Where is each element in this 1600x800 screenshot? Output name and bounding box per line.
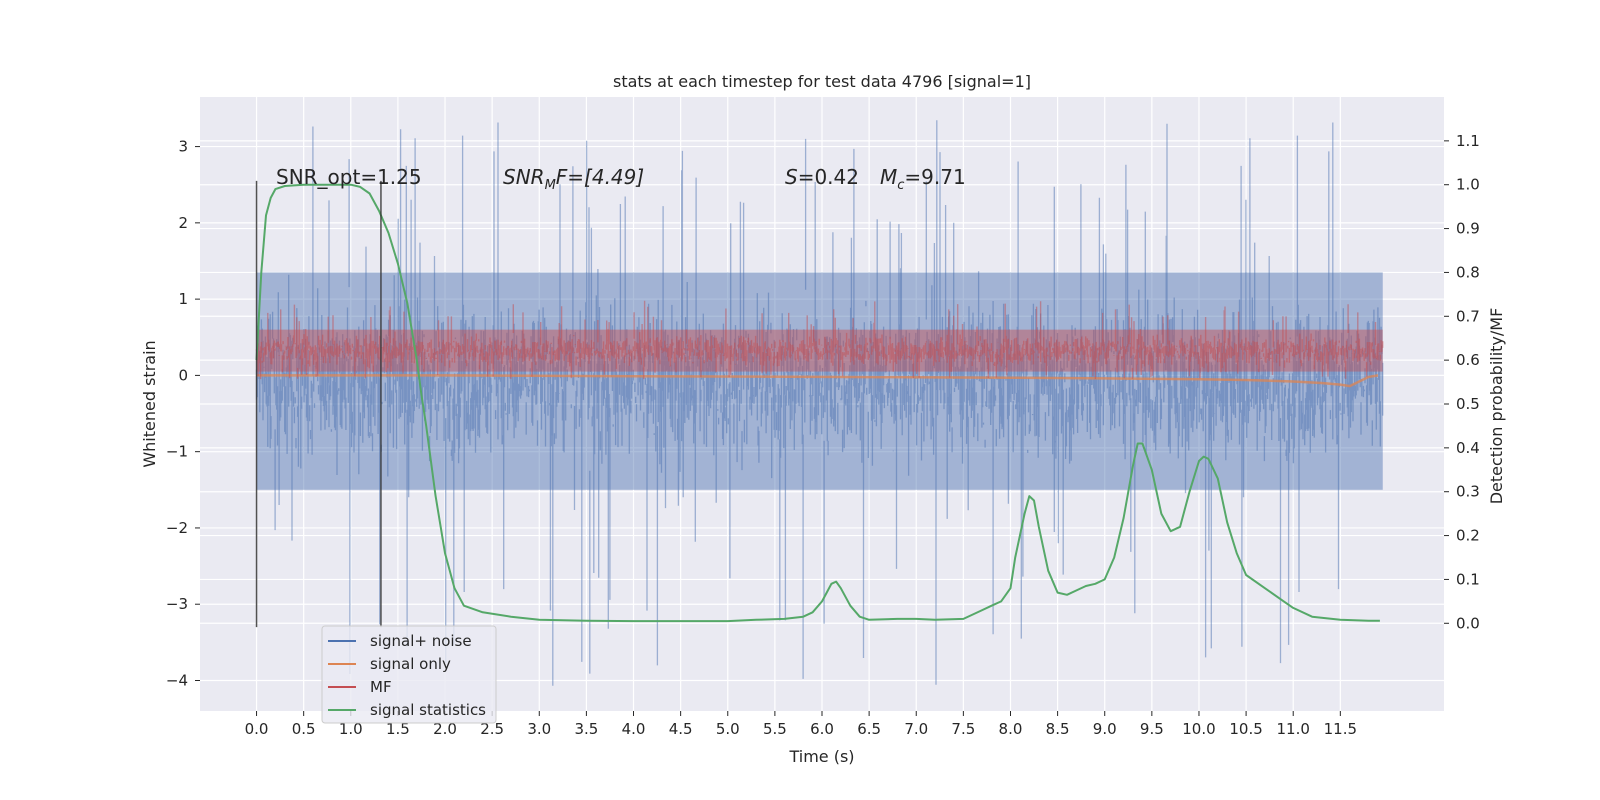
y-right-tick-label: 0.3 [1456, 483, 1480, 501]
x-tick-label: 10.0 [1182, 720, 1215, 738]
x-tick-label: 11.0 [1277, 720, 1310, 738]
y-right-axis-label: Detection probability/MF [1487, 308, 1506, 505]
annotation-snr-opt: SNR_opt=1.25 [276, 165, 422, 189]
series-signal-statistics-line [255, 183, 1380, 623]
y-right-tick-label: 0.1 [1456, 570, 1480, 588]
y-right-tick-label: 0.2 [1456, 527, 1480, 545]
y-right-tick-label: 0.5 [1456, 395, 1480, 413]
legend-label-signal-statistics: signal statistics [370, 701, 486, 719]
series-signal-only-line [256, 374, 1379, 388]
x-tick-label: 2.5 [480, 720, 504, 738]
x-tick-label: 0.0 [245, 720, 269, 738]
y-left-tick-label: −2 [166, 519, 188, 537]
annotation-mc-sub: c [897, 178, 904, 193]
x-axis-ticks: 0.0 0.5 1.0 1.5 2.0 2.5 3.0 3.5 4.0 4.5 5.0 5.5 6.0 6… [245, 711, 1357, 738]
series-layer [255, 120, 1384, 686]
annotation-mc-main: M [880, 165, 897, 189]
x-tick-label: 1.0 [339, 720, 363, 738]
legend-label-mf: MF [370, 678, 392, 696]
annotation-s: S=0.42 [785, 165, 859, 189]
legend: signal+ noise signal only MF signal stat… [321, 625, 497, 724]
x-tick-label: 10.5 [1229, 720, 1262, 738]
grid-lines [200, 97, 1444, 711]
legend-label-signal-noise: signal+ noise [370, 632, 472, 650]
y-right-tick-label: 0.9 [1456, 220, 1480, 238]
y-left-tick-label: −3 [166, 595, 188, 613]
x-tick-label: 1.5 [386, 720, 410, 738]
x-tick-label: 9.5 [1140, 720, 1164, 738]
y-left-axis-label: Whitened strain [140, 340, 159, 467]
y-left-tick-label: 3 [178, 138, 188, 156]
annotation-snr-mf-rest: F=[4.49] [556, 165, 644, 189]
x-tick-label: 11.5 [1324, 720, 1357, 738]
x-tick-label: 6.5 [857, 720, 881, 738]
annotation-mc-rest: =9.71 [904, 165, 965, 189]
x-tick-label: 0.5 [292, 720, 316, 738]
x-tick-label: 7.0 [904, 720, 928, 738]
x-tick-label: 4.5 [669, 720, 693, 738]
x-tick-label: 5.5 [763, 720, 787, 738]
y-left-axis-ticks: 3 2 1 0 −1 −2 −3 −4 [166, 138, 200, 689]
x-tick-label: 3.5 [574, 720, 598, 738]
annotation-snr-mf-sub: M [545, 178, 556, 193]
x-tick-label: 8.5 [1046, 720, 1070, 738]
x-tick-label: 6.0 [810, 720, 834, 738]
legend-label-signal-only: signal only [370, 655, 451, 673]
annotation-snr-mf: SNRMF=[4.49] [503, 165, 644, 193]
y-right-tick-label: 0.7 [1456, 307, 1480, 325]
x-tick-label: 7.5 [951, 720, 975, 738]
y-left-tick-label: 0 [178, 366, 188, 384]
x-tick-label: 5.0 [716, 720, 740, 738]
y-right-tick-label: 1.1 [1456, 132, 1480, 150]
y-right-tick-label: 0.6 [1456, 351, 1480, 369]
y-left-tick-label: −4 [166, 671, 188, 689]
vertical-markers [255, 180, 382, 628]
x-axis-label: Time (s) [788, 747, 854, 766]
x-tick-label: 2.0 [433, 720, 457, 738]
x-tick-label: 4.0 [622, 720, 646, 738]
y-right-tick-label: 1.0 [1456, 176, 1480, 194]
legend-box [321, 625, 497, 724]
y-left-tick-label: −1 [166, 443, 188, 461]
chart-title: stats at each timestep for test data 479… [613, 72, 1031, 91]
annotation-mc: Mc=9.71 [880, 165, 966, 193]
x-tick-label: 3.0 [527, 720, 551, 738]
annotation-s-main: S [785, 165, 798, 189]
annotation-snr-mf-main: SNR [503, 165, 545, 189]
y-right-tick-label: 0.8 [1456, 263, 1480, 281]
x-tick-label: 9.0 [1093, 720, 1117, 738]
y-right-tick-label: 0.4 [1456, 439, 1480, 457]
y-right-tick-label: 0.0 [1456, 614, 1480, 632]
y-right-axis-ticks: 1.1 1.0 0.9 0.8 0.7 0.6 0.5 0.4 0.3 0.2 0.1 0.0 [1444, 132, 1480, 632]
y-left-tick-label: 2 [178, 214, 188, 232]
annotation-s-rest: =0.42 [798, 165, 859, 189]
y-left-tick-label: 1 [178, 290, 188, 308]
x-tick-label: 8.0 [999, 720, 1023, 738]
